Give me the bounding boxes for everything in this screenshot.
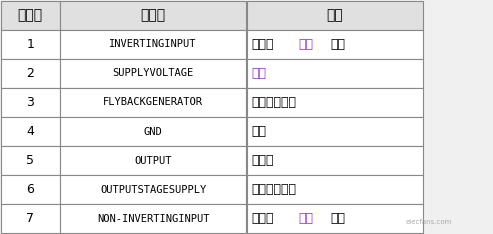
Text: OUTPUTSTAGESUPPLY: OUTPUTSTAGESUPPLY [100, 185, 206, 195]
Bar [246, 204, 423, 233]
Bar [0, 88, 60, 117]
Text: 场输出级电源: 场输出级电源 [251, 183, 296, 196]
Text: 反相: 反相 [299, 38, 314, 51]
Text: elecfans.com: elecfans.com [405, 219, 452, 225]
Text: 输入: 输入 [330, 212, 345, 225]
Bar [0, 59, 60, 88]
Bar [60, 1, 246, 30]
Text: 输入: 输入 [330, 38, 345, 51]
Bar [60, 88, 246, 117]
Text: NON-INVERTINGINPUT: NON-INVERTINGINPUT [97, 214, 210, 224]
Bar [0, 117, 60, 146]
Text: 5: 5 [26, 154, 34, 167]
Text: 场输出: 场输出 [251, 154, 274, 167]
Bar [0, 1, 60, 30]
Text: 3: 3 [26, 96, 34, 109]
Bar [0, 175, 60, 204]
Text: FLYBACKGENERATOR: FLYBACKGENERATOR [103, 98, 203, 107]
Bar [246, 59, 423, 88]
Bar [246, 175, 423, 204]
Text: 场逆程发生器: 场逆程发生器 [251, 96, 296, 109]
Text: INVERTINGINPUT: INVERTINGINPUT [109, 39, 197, 49]
Text: 2: 2 [26, 67, 34, 80]
Bar [246, 30, 423, 59]
Bar [60, 204, 246, 233]
Text: 7: 7 [26, 212, 34, 225]
Text: 地线: 地线 [251, 125, 266, 138]
Bar [0, 146, 60, 175]
Text: 同相: 同相 [299, 212, 314, 225]
Text: 功能: 功能 [327, 8, 343, 22]
Bar [60, 146, 246, 175]
Bar [60, 30, 246, 59]
Bar [60, 117, 246, 146]
Text: 4: 4 [26, 125, 34, 138]
Text: 引脚号: 引脚号 [18, 8, 43, 22]
Bar [246, 117, 423, 146]
Bar [0, 30, 60, 59]
Text: 场激励: 场激励 [251, 212, 274, 225]
Text: OUTPUT: OUTPUT [135, 156, 172, 166]
Bar [60, 175, 246, 204]
Bar [60, 59, 246, 88]
Bar [246, 1, 423, 30]
Bar [0, 204, 60, 233]
Text: 1: 1 [26, 38, 34, 51]
Bar [246, 88, 423, 117]
Bar [246, 146, 423, 175]
Text: GND: GND [144, 127, 163, 136]
Text: 6: 6 [26, 183, 34, 196]
Text: 引脚名: 引脚名 [141, 8, 166, 22]
Text: 电源: 电源 [251, 67, 266, 80]
Text: SUPPLYVOLTAGE: SUPPLYVOLTAGE [112, 68, 194, 78]
Text: 场激励: 场激励 [251, 38, 274, 51]
